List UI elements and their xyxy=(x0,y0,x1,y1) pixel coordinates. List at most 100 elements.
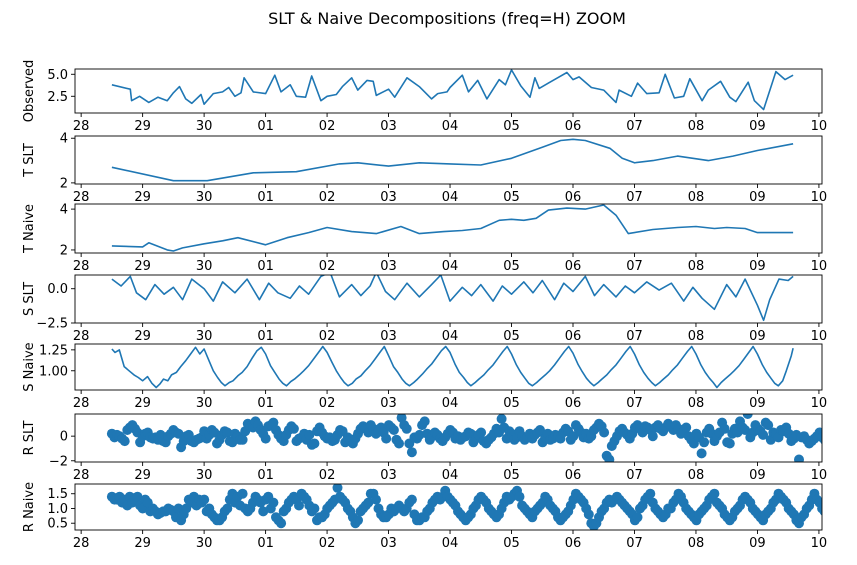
x-tick-label: 07 xyxy=(626,259,643,274)
x-tick-label: 06 xyxy=(565,259,582,274)
x-tick-label: 01 xyxy=(257,468,274,483)
y-tick-label: 1.5 xyxy=(47,487,68,502)
panel-6-series xyxy=(106,414,822,462)
panel-2: 28 29 30 01 02 03 04 05 06 07 08 09 10 2 4 T SLT xyxy=(22,132,827,205)
x-tick-label: 06 xyxy=(565,536,582,551)
x-tick-label: 08 xyxy=(688,396,705,411)
data-point xyxy=(419,416,430,427)
panel-3: 28 29 30 01 02 03 04 05 06 07 08 09 10 2 4 T Naive xyxy=(22,203,827,274)
data-point xyxy=(237,434,248,445)
x-tick-label: 05 xyxy=(503,468,520,483)
x-tick-label: 08 xyxy=(688,329,705,344)
x-tick-label: 08 xyxy=(688,536,705,551)
x-tick-label: 05 xyxy=(503,396,520,411)
data-point xyxy=(681,422,692,433)
x-tick-label: 04 xyxy=(442,396,459,411)
y-tick-label: −2 xyxy=(49,454,68,469)
x-tick-label: 02 xyxy=(319,536,336,551)
x-tick-label: 28 xyxy=(73,396,90,411)
y-axis-label: S Naive xyxy=(22,342,37,391)
x-tick-label: 28 xyxy=(73,329,90,344)
data-point xyxy=(173,428,184,439)
data-point xyxy=(309,438,320,449)
x-tick-label: 07 xyxy=(626,536,643,551)
data-point xyxy=(332,484,343,493)
x-tick-label: 08 xyxy=(688,190,705,205)
x-tick-label: 30 xyxy=(196,396,213,411)
y-tick-label: 1.25 xyxy=(39,343,68,358)
panel-1: 28 29 30 01 02 03 04 05 06 07 08 09 10 2.5 5.0 Observed xyxy=(22,60,827,134)
panel-7: 28 29 30 01 02 03 04 05 06 07 08 09 10 0.51.01.5 R Nai… xyxy=(22,482,828,551)
data-point xyxy=(794,454,804,462)
x-tick-label: 02 xyxy=(319,396,336,411)
data-point xyxy=(740,425,751,435)
data-point xyxy=(309,503,320,514)
data-point xyxy=(709,488,720,499)
data-point xyxy=(819,435,822,445)
x-tick-label: 30 xyxy=(196,190,213,205)
data-point xyxy=(288,423,299,434)
y-tick-label: −2.5 xyxy=(36,317,68,332)
x-tick-label: 07 xyxy=(626,119,643,134)
data-point xyxy=(496,414,507,424)
series-line xyxy=(111,275,794,322)
x-tick-label: 29 xyxy=(134,190,151,205)
x-tick-label: 04 xyxy=(442,259,459,274)
x-tick-label: 01 xyxy=(257,259,274,274)
data-point xyxy=(535,425,545,435)
x-tick-label: 05 xyxy=(503,329,520,344)
x-tick-label: 10 xyxy=(811,536,828,551)
data-point xyxy=(260,433,271,444)
x-tick-label: 03 xyxy=(380,536,397,551)
y-tick-label: 1.0 xyxy=(47,502,68,517)
x-tick-label: 02 xyxy=(319,190,336,205)
panel-1-series xyxy=(111,69,794,111)
panel-7-series xyxy=(106,484,822,530)
x-tick-label: 07 xyxy=(626,396,643,411)
x-tick-label: 06 xyxy=(565,119,582,134)
y-tick-label: 1.00 xyxy=(39,364,68,379)
data-point xyxy=(406,494,417,505)
x-tick-label: 28 xyxy=(73,468,90,483)
data-point xyxy=(371,494,381,505)
x-tick-label: 30 xyxy=(196,119,213,134)
data-point xyxy=(645,488,656,499)
data-point xyxy=(119,436,130,447)
x-tick-label: 29 xyxy=(134,396,151,411)
x-tick-label: 03 xyxy=(380,119,397,134)
y-tick-label: 0.0 xyxy=(47,282,68,297)
x-tick-label: 06 xyxy=(565,468,582,483)
x-tick-label: 30 xyxy=(196,259,213,274)
x-tick-label: 05 xyxy=(503,119,520,134)
x-tick-label: 06 xyxy=(565,329,582,344)
data-point xyxy=(758,429,769,440)
series-line xyxy=(111,69,794,111)
data-point xyxy=(276,518,287,529)
x-tick-label: 29 xyxy=(134,468,151,483)
y-axis-label: S SLT xyxy=(22,282,37,316)
data-point xyxy=(414,429,425,440)
x-tick-label: 09 xyxy=(749,536,766,551)
data-point xyxy=(406,447,417,458)
x-tick-label: 29 xyxy=(134,259,151,274)
y-tick-label: 4 xyxy=(60,132,68,147)
data-point xyxy=(401,423,412,434)
x-tick-label: 10 xyxy=(811,329,828,344)
panel-2-series xyxy=(111,138,794,182)
panel-6-frame xyxy=(74,413,823,463)
x-tick-label: 01 xyxy=(257,329,274,344)
x-tick-label: 10 xyxy=(811,259,828,274)
y-tick-label: 2 xyxy=(60,243,68,258)
x-tick-label: 09 xyxy=(749,468,766,483)
data-point xyxy=(742,414,753,419)
data-point xyxy=(353,515,363,526)
y-axis-label: T Naive xyxy=(22,204,37,254)
x-tick-label: 03 xyxy=(380,329,397,344)
data-point xyxy=(632,512,643,523)
panel-3-frame xyxy=(74,203,823,254)
x-tick-label: 30 xyxy=(196,468,213,483)
x-tick-label: 30 xyxy=(196,536,213,551)
x-tick-label: 02 xyxy=(319,119,336,134)
x-tick-label: 01 xyxy=(257,190,274,205)
